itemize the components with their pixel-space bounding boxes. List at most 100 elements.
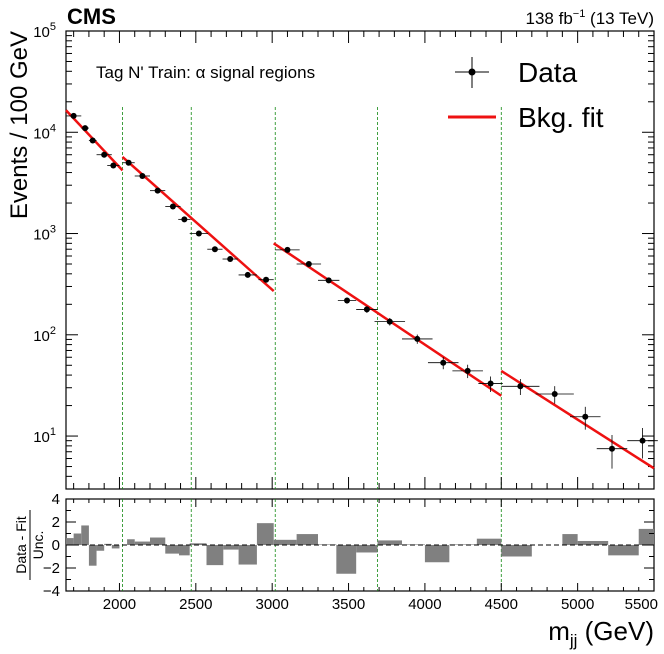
data-point <box>427 357 459 370</box>
data-marker <box>82 125 89 132</box>
pull-bar <box>256 523 274 545</box>
data-point <box>402 334 433 344</box>
x-tick-label: 3500 <box>332 596 365 613</box>
data-marker <box>440 359 447 366</box>
data-marker <box>639 437 646 444</box>
pull-bar <box>577 540 609 545</box>
data-marker <box>211 246 218 253</box>
data-point <box>107 162 120 169</box>
data-marker <box>325 277 332 284</box>
pull-bar <box>336 545 357 574</box>
data-marker <box>305 261 312 268</box>
legend: Data Bkg. fit <box>448 57 604 133</box>
data-point <box>258 276 274 283</box>
data-point <box>134 172 150 179</box>
data-marker <box>154 187 161 194</box>
x-tick-label: 2500 <box>179 596 212 613</box>
x-tick-label: 3000 <box>255 596 288 613</box>
data-point <box>238 271 257 278</box>
pull-bar <box>476 538 502 545</box>
pull-bar <box>501 545 532 557</box>
y-tick-label: 101 <box>33 426 56 446</box>
main-plot-panel: 101 102 103 104 105 Tag N' Train: α signal r… <box>6 21 658 490</box>
pull-bar <box>206 545 224 566</box>
data-point <box>296 261 322 268</box>
ratio-y-tick-label: −2 <box>43 560 60 577</box>
data-marker <box>263 276 270 283</box>
pull-bar <box>318 544 337 545</box>
data-point <box>570 406 601 430</box>
legend-data-label: Data <box>518 57 578 88</box>
data-marker <box>110 162 117 169</box>
pull-bar <box>449 544 477 545</box>
bkg-fit-series <box>65 109 655 470</box>
data-point <box>207 246 223 253</box>
pull-bar <box>81 525 89 545</box>
pull-bar <box>66 538 74 545</box>
data-marker <box>344 297 351 304</box>
pull-bar <box>73 533 82 545</box>
legend-data-marker <box>468 68 476 76</box>
fit-segment <box>273 242 502 397</box>
data-point <box>88 137 97 144</box>
main-plot-frame <box>65 30 655 490</box>
fit-segment <box>121 156 275 293</box>
data-point <box>275 246 300 253</box>
legend-entry-data: Data <box>455 57 578 88</box>
pull-bars <box>66 523 654 574</box>
y-tick-label: 102 <box>33 325 56 345</box>
data-marker <box>89 137 96 144</box>
pull-bar <box>96 545 105 551</box>
legend-entry-fit: Bkg. fit <box>448 102 604 133</box>
luminosity-label: 138 fb−1 (13 TeV) <box>526 8 654 28</box>
ratio-y-tick-label: −4 <box>43 583 60 600</box>
data-point <box>222 256 238 263</box>
data-point <box>627 428 658 459</box>
data-marker <box>139 172 146 179</box>
data-marker <box>244 271 251 278</box>
data-marker <box>169 203 176 210</box>
data-marker <box>195 230 202 237</box>
pull-bar <box>273 539 297 545</box>
data-point <box>189 230 209 237</box>
x-tick-label: 2000 <box>103 596 136 613</box>
data-marker <box>551 391 558 398</box>
data-point <box>374 317 406 326</box>
data-point <box>356 306 378 313</box>
data-marker <box>414 335 421 342</box>
data-marker <box>386 318 393 325</box>
ratio-y-tick-label: 2 <box>52 514 60 531</box>
pull-bar <box>608 545 639 556</box>
legend-fit-label: Bkg. fit <box>518 102 604 133</box>
data-point <box>501 379 540 396</box>
data-marker <box>227 256 234 263</box>
data-marker <box>487 380 494 387</box>
pull-bar <box>189 543 207 545</box>
ratio-y-axis-ticks: −4 −2 0 2 4 <box>43 491 654 600</box>
pull-bar <box>127 539 135 545</box>
data-point <box>337 297 357 304</box>
ratio-y-tick-label: 4 <box>52 491 60 508</box>
data-point <box>596 435 628 469</box>
data-marker <box>363 306 370 313</box>
x-axis-ticks-top <box>73 31 655 489</box>
pull-bar <box>134 541 150 545</box>
x-tick-label: 4500 <box>485 596 518 613</box>
pull-bar <box>424 545 450 563</box>
data-point <box>122 159 135 166</box>
pull-bar <box>104 543 112 545</box>
ratio-ylabel-denominator: Unc. <box>30 531 46 560</box>
signal-region-annotation: Tag N' Train: α signal regions <box>96 63 315 82</box>
data-point <box>66 112 82 119</box>
x-axis-label: mjj (GeV) <box>548 616 654 650</box>
pull-bar <box>88 545 97 566</box>
y-axis-label: Events / 100 GeV <box>6 31 33 219</box>
data-marker <box>284 246 291 253</box>
data-point <box>535 386 574 404</box>
data-series <box>66 112 658 469</box>
pull-bar <box>165 545 180 554</box>
y-axis-ticks: 101 102 103 104 105 <box>33 21 654 490</box>
data-point <box>178 216 191 223</box>
pull-bar <box>356 545 378 553</box>
